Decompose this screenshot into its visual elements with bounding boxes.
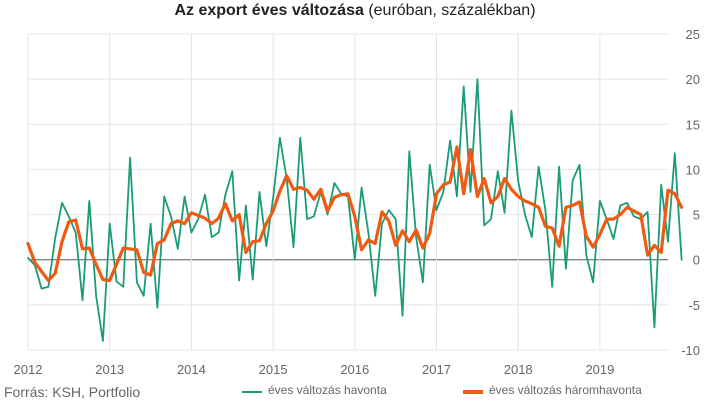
y-tick-label: 20 xyxy=(686,72,700,87)
x-tick-label: 2012 xyxy=(14,362,43,377)
source-note: Forrás: KSH, Portfolio xyxy=(4,384,141,400)
y-tick-label: 15 xyxy=(686,117,700,132)
chart-title-bold: Az export éves változása xyxy=(174,2,364,19)
x-tick-label: 2013 xyxy=(95,362,124,377)
x-tick-label: 2018 xyxy=(504,362,533,377)
series-line-quarterly xyxy=(26,145,684,283)
x-tick-label: 2017 xyxy=(422,362,451,377)
legend-swatch-quarterly xyxy=(463,390,483,394)
x-tick-label: 2014 xyxy=(177,362,206,377)
chart-title-rest: (euróban, százalékban) xyxy=(363,2,536,19)
series-line-monthly xyxy=(27,78,683,342)
legend-label-monthly: éves változás havonta xyxy=(268,383,387,397)
y-tick-label: 5 xyxy=(693,208,700,223)
x-tick-label: 2019 xyxy=(585,362,614,377)
y-tick-label: 25 xyxy=(686,27,700,42)
legend-swatch-monthly xyxy=(242,391,262,393)
x-tick-label: 2016 xyxy=(340,362,369,377)
y-tick-label: -10 xyxy=(681,343,700,358)
legend-label-quarterly: éves változás háromhavonta xyxy=(489,383,642,397)
y-tick-label: 0 xyxy=(693,253,700,268)
y-tick-label: -5 xyxy=(688,298,700,313)
chart-title: Az export éves változása (euróban, száza… xyxy=(0,0,710,22)
y-tick-label: 10 xyxy=(686,162,700,177)
x-tick-label: 2015 xyxy=(259,362,288,377)
